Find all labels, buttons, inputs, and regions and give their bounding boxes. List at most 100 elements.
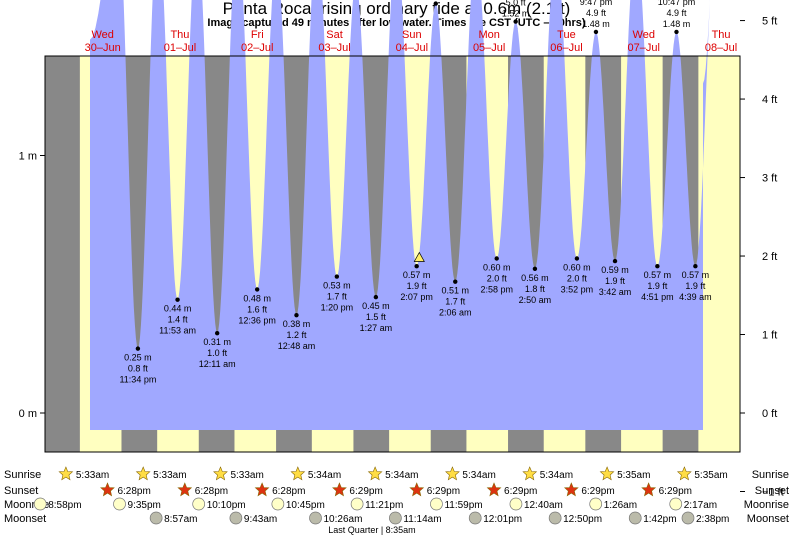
sunrise-time-label: 5:33am [76, 470, 109, 481]
right-axis-label: 4 ft [762, 94, 777, 106]
sunset-icon [332, 482, 347, 497]
sunset-row-label-right: Sunset [755, 485, 789, 497]
low-tide-point [612, 258, 618, 264]
daylight-band [698, 56, 740, 452]
low-tide-meters-label: 0.57 m [644, 270, 672, 280]
low-tide-feet-label: 1.8 ft [525, 284, 546, 294]
low-tide-feet-label: 1.9 ft [407, 281, 428, 291]
low-tide-meters-label: 0.59 m [601, 265, 629, 275]
low-tide-time-label: 4:39 am [679, 292, 712, 302]
sunset-icon [254, 482, 270, 497]
date-label: 04–Jul [396, 42, 428, 54]
sunrise-row-label-right: Sunrise [752, 469, 789, 481]
high-tide-meters-label: 1.52 m [502, 9, 530, 19]
low-tide-meters-label: 0.31 m [203, 337, 231, 347]
low-tide-feet-label: 0.8 ft [128, 364, 149, 374]
low-tide-time-label: 11:53 am [159, 326, 196, 336]
low-tide-time-label: 12:48 am [278, 341, 316, 351]
sunrise-time-label: 5:34am [308, 470, 341, 481]
date-label: 06–Jul [550, 42, 582, 54]
low-tide-meters-label: 0.44 m [164, 304, 192, 314]
moonrise-time-label: 2:17am [684, 500, 717, 511]
low-tide-point [254, 287, 260, 292]
low-tide-meters-label: 0.60 m [483, 263, 511, 273]
sunset-time-label: 6:28pm [195, 486, 228, 497]
moonrise-icon [350, 497, 364, 511]
high-tide-time-label: 9:47 pm [580, 0, 613, 7]
sunset-icon [177, 482, 193, 497]
sunset-icon [409, 482, 425, 497]
moonrise-icon [509, 497, 523, 511]
day-of-week-label: Thu [170, 29, 189, 41]
low-tide-point [414, 264, 419, 269]
low-tide-feet-label: 1.9 ft [605, 276, 626, 286]
moonrise-icon [271, 497, 285, 511]
low-tide-time-label: 3:52 pm [561, 285, 594, 295]
right-axis-label: 3 ft [762, 173, 777, 185]
moonset-time-label: 12:50pm [563, 514, 602, 525]
date-label: 05–Jul [473, 42, 505, 54]
sunset-time-label: 6:28pm [117, 486, 150, 497]
moonset-row-label-left: Moonset [4, 513, 46, 525]
date-label: 08–Jul [705, 42, 737, 54]
date-label: 07–Jul [628, 42, 660, 54]
low-tide-point [135, 346, 141, 351]
low-tide-point [574, 256, 580, 261]
sunset-icon [486, 482, 502, 497]
day-of-week-label: Mon [478, 29, 499, 41]
low-tide-meters-label: 0.53 m [323, 281, 351, 291]
day-of-week-label: Fri [251, 29, 264, 41]
low-tide-feet-label: 1.6 ft [247, 304, 268, 314]
date-label: 03–Jul [318, 42, 350, 54]
low-tide-feet-label: 1.9 ft [647, 281, 668, 291]
low-tide-feet-label: 1.5 ft [366, 312, 387, 322]
high-tide-point [674, 29, 679, 35]
high-tide-time-label: 10:47 pm [658, 0, 696, 7]
low-tide-feet-label: 1.7 ft [445, 297, 466, 307]
low-tide-point [294, 312, 299, 318]
date-label: 30–Jun [85, 42, 121, 54]
day-of-week-label: Thu [712, 29, 731, 41]
sunrise-icon [676, 466, 692, 481]
right-axis-label: 2 ft [762, 251, 777, 263]
sunrise-time-label: 5:33am [230, 470, 263, 481]
moonrise-icon [589, 497, 603, 511]
sunset-time-label: 6:28pm [272, 486, 305, 497]
low-tide-time-label: 1:27 am [360, 323, 393, 333]
moonset-icon [389, 511, 402, 525]
low-tide-time-label: 2:07 pm [400, 292, 433, 302]
moonrise-row-label-right: Moonrise [744, 499, 789, 511]
high-tide-meters-label: 1.48 m [663, 19, 691, 29]
sunrise-time-label: 5:34am [462, 470, 495, 481]
moonrise-time-label: 11:21pm [365, 500, 403, 511]
low-tide-meters-label: 0.60 m [563, 263, 591, 273]
moonset-icon [149, 511, 163, 525]
high-tide-feet-label: 5.0 ft [506, 0, 527, 8]
moonset-icon [229, 511, 243, 525]
moonset-icon [468, 511, 482, 525]
sunset-icon [641, 482, 657, 497]
moonset-time-label: 12:01pm [483, 514, 522, 525]
sunrise-time-label: 5:34am [540, 470, 573, 481]
sunrise-icon [135, 466, 151, 481]
moonrise-icon [669, 497, 683, 511]
low-tide-feet-label: 1.0 ft [207, 348, 228, 358]
low-tide-meters-label: 0.48 m [243, 293, 271, 303]
sunrise-row-label-left: Sunrise [4, 469, 41, 481]
sunset-time-label: 6:29pm [504, 486, 537, 497]
moonset-icon [628, 511, 642, 525]
day-of-week-label: Wed [91, 29, 113, 41]
right-axis-label: −1 ft [762, 486, 784, 498]
low-tide-feet-label: 1.9 ft [685, 281, 706, 291]
moonrise-time-label: 10:10pm [207, 500, 246, 511]
low-tide-feet-label: 1.7 ft [327, 292, 348, 302]
low-tide-point [214, 330, 220, 336]
moonrise-time-label: 12:40am [524, 500, 563, 511]
moonset-row-label-right: Moonset [747, 513, 789, 525]
low-tide-point [453, 279, 458, 284]
moonrise-icon [430, 497, 443, 511]
low-tide-time-label: 12:11 am [199, 359, 236, 369]
date-label: 01–Jul [164, 42, 196, 54]
sunset-icon [100, 482, 115, 497]
